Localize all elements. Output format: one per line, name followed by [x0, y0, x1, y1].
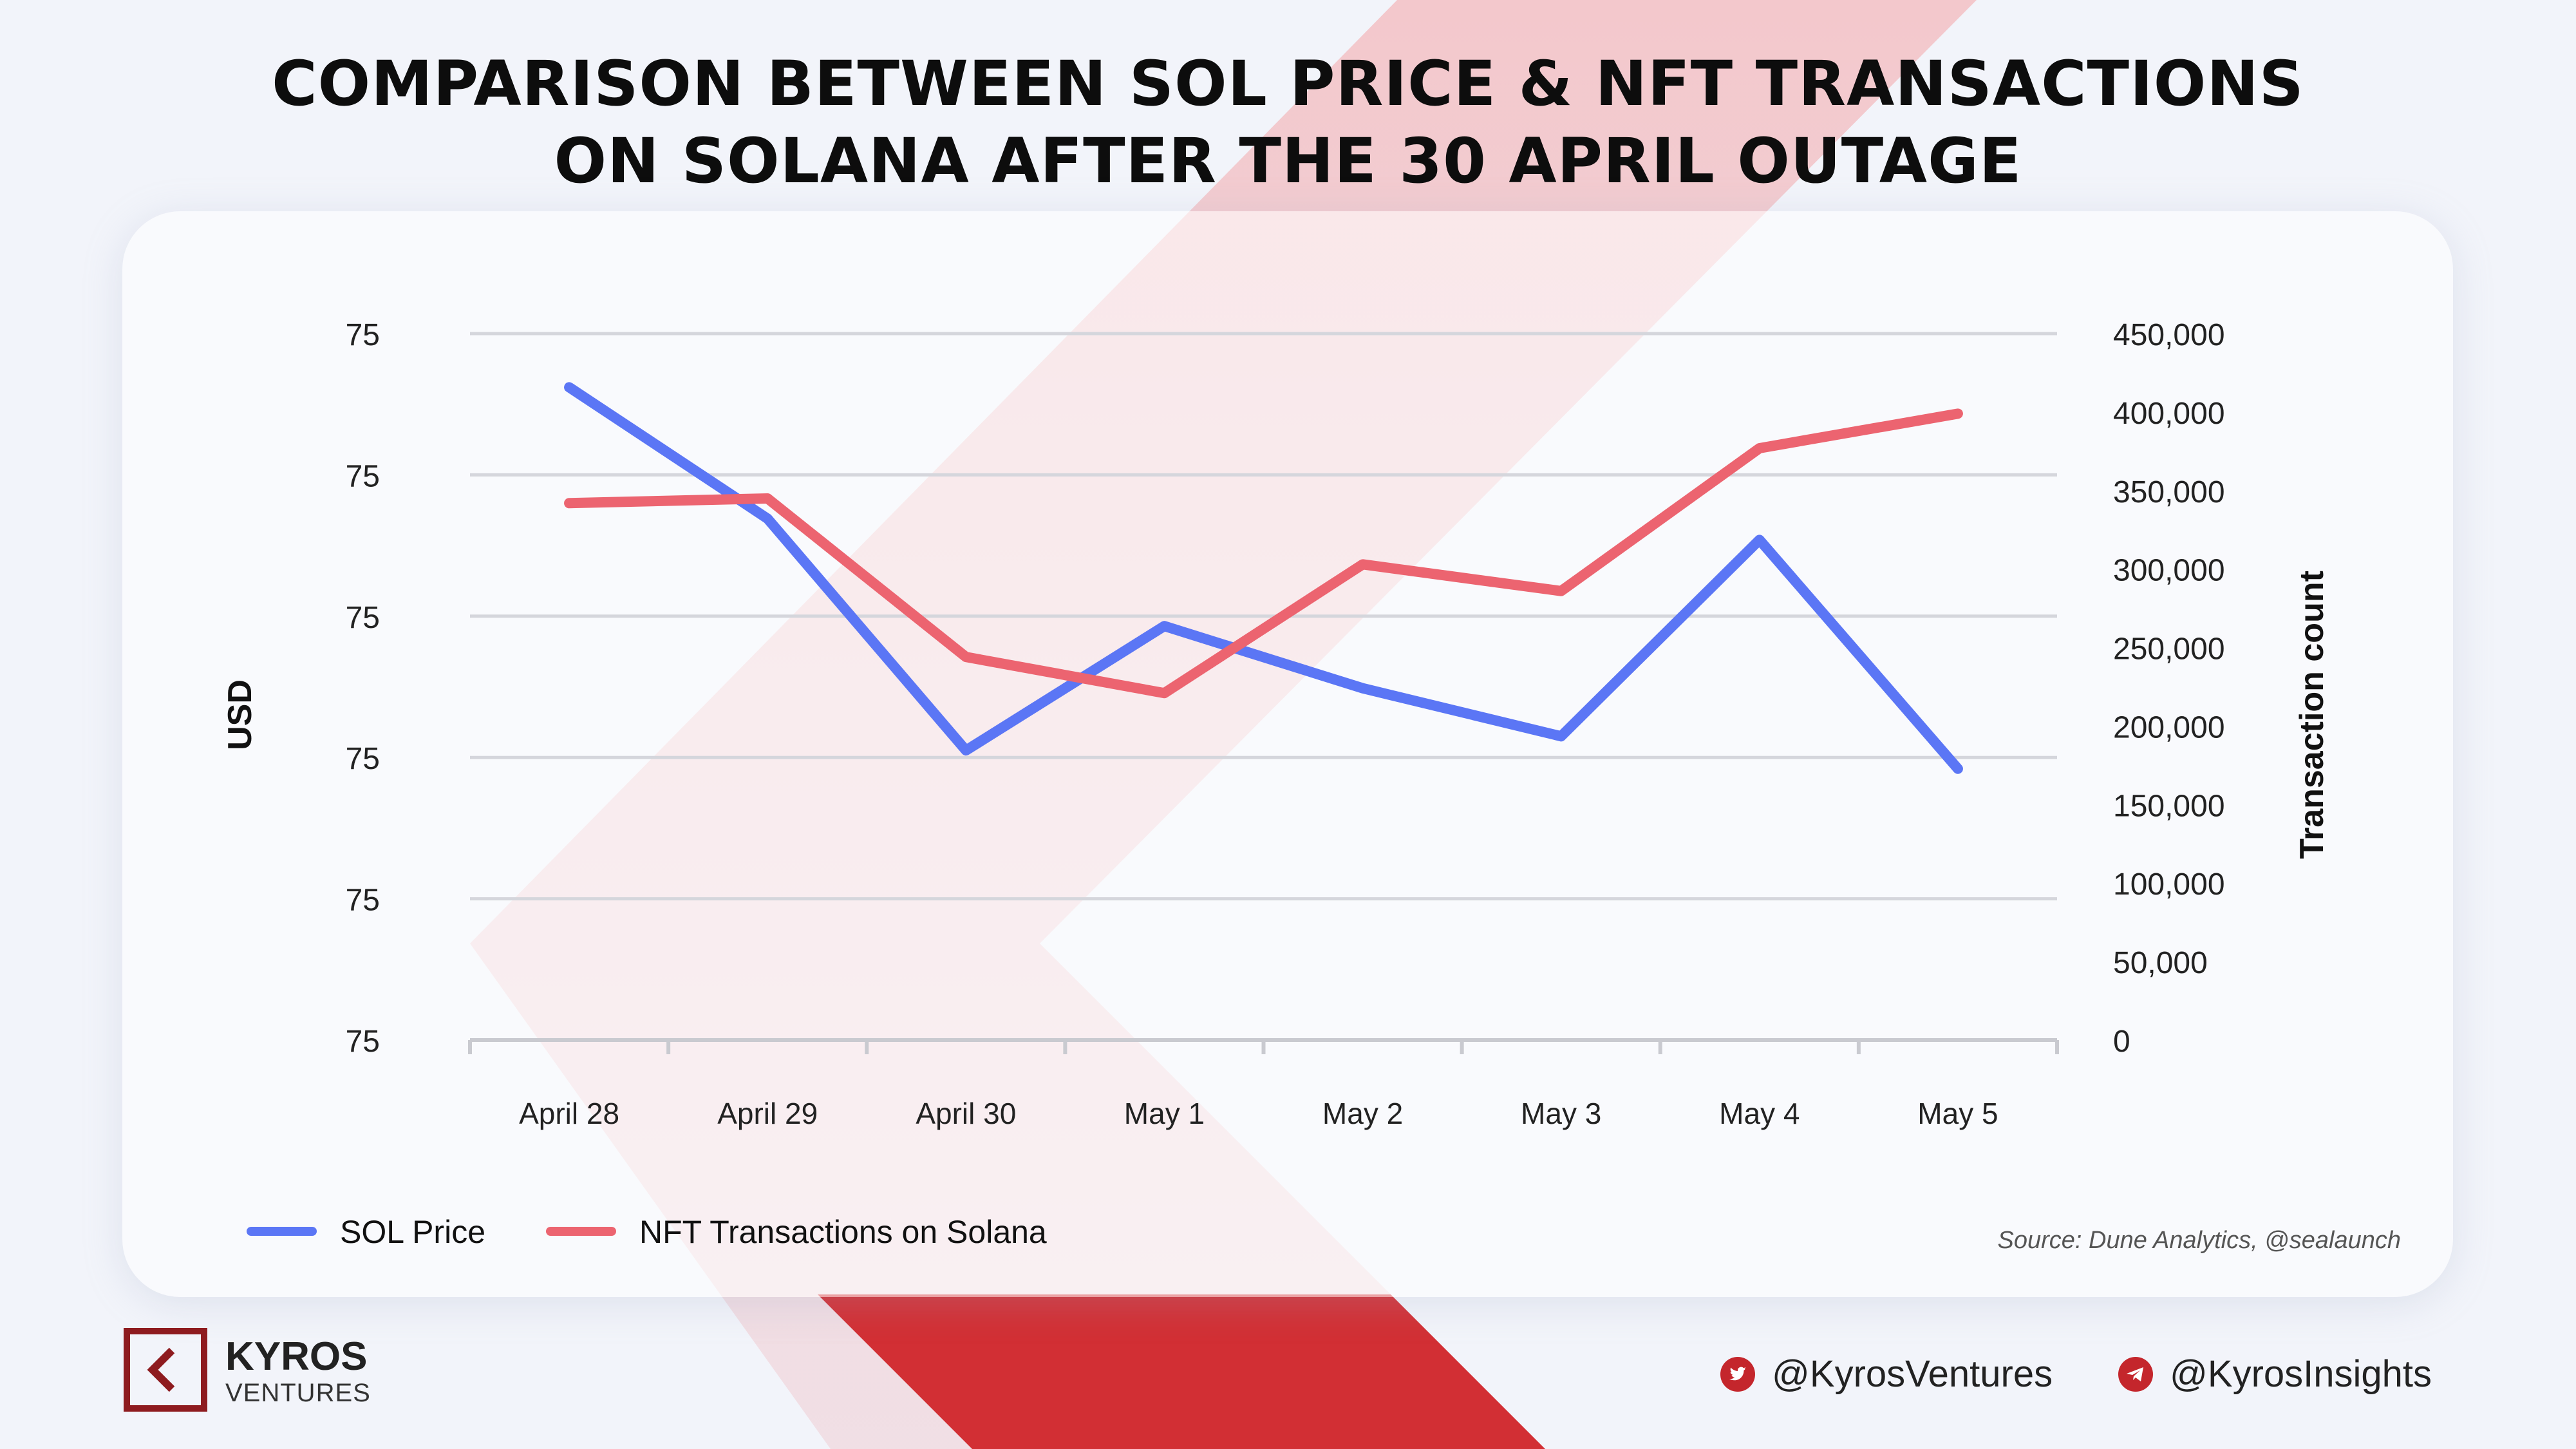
y-axis-label: USD	[221, 679, 259, 750]
y-axis-right-ticks: 0 50,000 100,000 150,000 200,000 250,000 300,0…	[2113, 318, 2225, 1059]
y2-axis-label: Transaction count	[2293, 571, 2331, 859]
y-tick-label: 75	[346, 318, 380, 352]
y2-tick-label: 50,000	[2113, 946, 2208, 980]
series-line-nft	[564, 408, 1963, 699]
y2-tick-label: 300,000	[2113, 554, 2225, 588]
telegram-handle-text: @KyrosInsights	[2170, 1353, 2432, 1395]
y-tick-label: 75	[346, 601, 380, 635]
chart-title: COMPARISON BETWEEN SOL PRICE & NFT TRANS…	[0, 45, 2576, 200]
x-tick-label: April 29	[717, 1097, 818, 1130]
y2-tick-label: 250,000	[2113, 632, 2225, 667]
y2-tick-label: 0	[2113, 1025, 2130, 1059]
telegram-icon	[2118, 1356, 2153, 1392]
telegram-handle[interactable]: @KyrosInsights	[2118, 1352, 2432, 1396]
y2-tick-label: 100,000	[2113, 867, 2225, 902]
brand: KYROS VENTURES	[225, 1336, 371, 1408]
twitter-icon	[1720, 1356, 1755, 1392]
y2-tick-label: 150,000	[2113, 789, 2225, 823]
chart-card	[122, 211, 2453, 1297]
y-axis-left-ticks: 75 75 75 75 75 75	[346, 318, 380, 1059]
y2-tick-label: 350,000	[2113, 475, 2225, 509]
chart-title-line-2: ON SOLANA AFTER THE 30 APRIL OUTAGE	[554, 125, 2022, 197]
x-tick-label: April 30	[916, 1097, 1016, 1130]
series-line-sol	[564, 382, 1963, 774]
legend: SOL Price NFT Transactions on Solana	[247, 1214, 1047, 1250]
brand-sub: VENTURES	[225, 1379, 371, 1407]
legend-label: NFT Transactions on Solana	[639, 1214, 1047, 1250]
y-tick-label: 75	[346, 459, 380, 493]
twitter-handle-text: @KyrosVentures	[1772, 1353, 2053, 1395]
twitter-handle[interactable]: @KyrosVentures	[1720, 1352, 2053, 1396]
red-band	[818, 1294, 1545, 1449]
x-axis: April 28 April 29 April 30 May 1 May 2 May 3 M…	[468, 1038, 2059, 1130]
kyros-logo-icon	[124, 1328, 207, 1412]
y2-tick-label: 200,000	[2113, 710, 2225, 744]
x-tick-label: May 5	[1917, 1097, 1998, 1130]
source-note: Source: Dune Analytics, @sealaunch	[1997, 1227, 2402, 1254]
brand-name: KYROS	[225, 1334, 368, 1379]
x-tick-label: May 4	[1719, 1097, 1800, 1130]
y2-tick-label: 450,000	[2113, 318, 2225, 352]
chart-title-line-1: COMPARISON BETWEEN SOL PRICE & NFT TRANS…	[272, 48, 2304, 120]
y-tick-label: 75	[346, 884, 380, 918]
x-tick-label: May 3	[1521, 1097, 1601, 1130]
x-tick-label: May 2	[1322, 1097, 1403, 1130]
grid-lines	[470, 332, 2057, 901]
series-lines	[564, 382, 1963, 774]
y2-tick-label: 400,000	[2113, 397, 2225, 431]
y-tick-label: 75	[346, 1025, 380, 1059]
x-tick-label: April 28	[519, 1097, 619, 1130]
x-tick-label: May 1	[1124, 1097, 1205, 1130]
legend-label: SOL Price	[340, 1214, 485, 1250]
y-tick-label: 75	[346, 742, 380, 776]
